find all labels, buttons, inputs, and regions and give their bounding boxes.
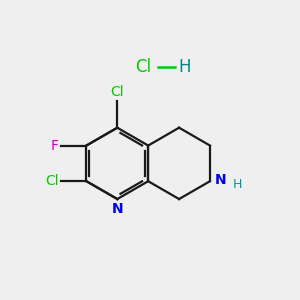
Text: H: H [232,178,242,191]
Text: N: N [214,173,226,187]
Text: N: N [112,202,123,216]
Text: H: H [178,58,191,76]
Text: Cl: Cl [135,58,151,76]
Text: F: F [51,139,59,152]
Text: Cl: Cl [110,85,124,100]
Text: Cl: Cl [45,174,59,188]
